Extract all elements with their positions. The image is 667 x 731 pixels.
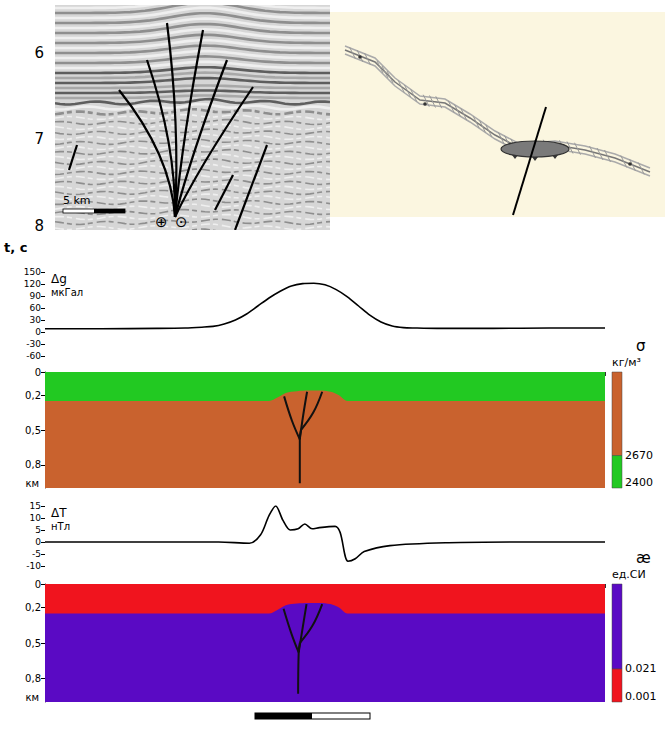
svg-text:мкГал: мкГал <box>51 287 83 298</box>
svg-text:0: 0 <box>35 537 41 547</box>
svg-text:кг/м³: кг/м³ <box>612 356 641 369</box>
svg-text:σ: σ <box>636 337 646 355</box>
svg-text:10: 10 <box>30 513 42 523</box>
svg-text:2400: 2400 <box>625 476 653 489</box>
svg-text:60: 60 <box>30 303 42 313</box>
svg-text:0: 0 <box>35 327 41 337</box>
svg-text:ед.СИ: ед.СИ <box>612 568 646 581</box>
svg-text:0,5: 0,5 <box>25 638 41 649</box>
svg-text:t, c: t, c <box>4 240 27 255</box>
svg-text:120: 120 <box>24 279 41 289</box>
svg-text:8: 8 <box>34 217 44 235</box>
svg-text:0: 0 <box>35 579 41 590</box>
svg-text:30: 30 <box>30 315 42 325</box>
svg-text:Δg: Δg <box>51 272 67 286</box>
svg-text:6: 6 <box>34 44 44 62</box>
svg-text:0.021: 0.021 <box>625 662 657 675</box>
svg-text:⊕: ⊕ <box>155 213 168 231</box>
svg-text:0,5: 0,5 <box>25 425 41 436</box>
svg-text:0,8: 0,8 <box>25 673 41 684</box>
svg-text:5 km: 5 km <box>63 194 91 207</box>
svg-text:км: км <box>25 692 39 703</box>
svg-text:90: 90 <box>30 291 42 301</box>
svg-text:15: 15 <box>30 501 41 511</box>
svg-text:ΔT: ΔT <box>51 506 67 520</box>
svg-text:⊙: ⊙ <box>175 213 188 231</box>
svg-text:0: 0 <box>35 367 41 378</box>
svg-text:2670: 2670 <box>625 449 653 462</box>
svg-text:-60: -60 <box>26 351 41 361</box>
svg-text:-10: -10 <box>26 561 41 571</box>
svg-text:150: 150 <box>24 267 41 277</box>
svg-text:км: км <box>25 478 39 489</box>
svg-text:7: 7 <box>34 130 44 148</box>
svg-text:0.001: 0.001 <box>625 690 657 703</box>
svg-text:-30: -30 <box>26 339 41 349</box>
svg-text:-5: -5 <box>32 549 41 559</box>
svg-text:0,2: 0,2 <box>25 390 41 401</box>
svg-text:нТл: нТл <box>51 521 70 532</box>
svg-text:5: 5 <box>35 525 41 535</box>
svg-text:0,2: 0,2 <box>25 602 41 613</box>
svg-text:æ: æ <box>636 549 651 567</box>
svg-text:0,8: 0,8 <box>25 459 41 470</box>
